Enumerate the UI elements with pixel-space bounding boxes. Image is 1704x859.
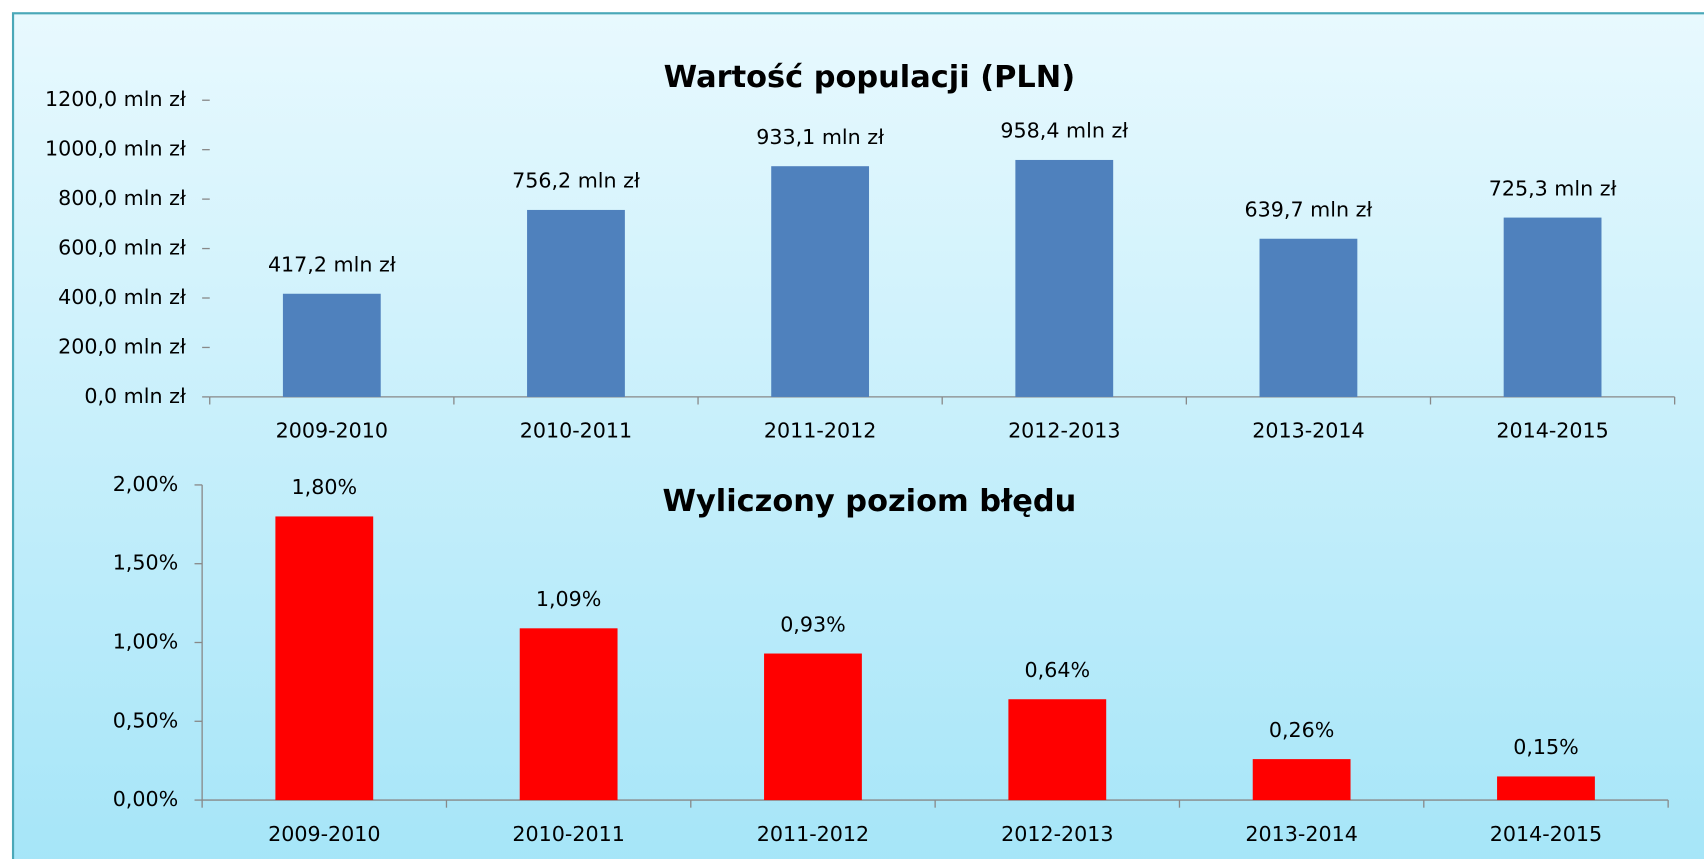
y-tick-label: 600,0 mln zł <box>58 236 186 260</box>
y-tick-label: 800,0 mln zł <box>58 186 186 210</box>
data-label: 1,80% <box>292 475 358 499</box>
x-tick-label: 2010-2011 <box>520 419 632 443</box>
data-label: 0,93% <box>780 612 846 636</box>
bar <box>1503 217 1602 397</box>
data-label: 0,15% <box>1513 735 1579 759</box>
bar <box>764 653 862 801</box>
x-tick-label: 2009-2010 <box>276 419 388 443</box>
bar <box>1497 776 1595 801</box>
x-tick-label: 2014-2015 <box>1490 822 1602 846</box>
bar <box>1015 159 1114 397</box>
bar <box>519 628 618 801</box>
y-tick-label: 1000,0 mln zł <box>45 137 186 161</box>
bar <box>282 293 381 397</box>
data-label: 639,7 mln zł <box>1245 197 1373 221</box>
x-tick-label: 2011-2012 <box>757 822 869 846</box>
y-tick-label: 0,00% <box>113 787 179 811</box>
bar <box>275 516 374 801</box>
x-tick-label: 2012-2013 <box>1008 419 1120 443</box>
x-tick-label: 2010-2011 <box>512 822 624 846</box>
x-tick-label: 2014-2015 <box>1496 419 1608 443</box>
data-label: 0,26% <box>1269 718 1335 742</box>
data-label: 0,64% <box>1025 658 1091 682</box>
data-label: 1,09% <box>536 587 602 611</box>
data-label: 958,4 mln zł <box>1000 119 1128 143</box>
bar <box>527 209 625 397</box>
y-tick-label: 0,50% <box>113 708 179 732</box>
bar <box>1008 699 1107 801</box>
data-label: 756,2 mln zł <box>512 169 640 193</box>
y-tick-label: 2,00% <box>113 472 179 496</box>
data-label: 725,3 mln zł <box>1489 176 1617 200</box>
x-tick-label: 2013-2014 <box>1252 419 1364 443</box>
y-tick-label: 1,50% <box>113 551 179 575</box>
bar <box>1259 238 1358 397</box>
y-tick-label: 400,0 mln zł <box>58 285 186 309</box>
data-label: 417,2 mln zł <box>268 252 396 276</box>
y-tick-label: 0,0 mln zł <box>84 384 186 408</box>
x-tick-label: 2009-2010 <box>268 822 380 846</box>
chart-title: Wyliczony poziom błędu <box>662 484 1076 519</box>
x-tick-label: 2013-2014 <box>1245 822 1357 846</box>
bar <box>771 166 870 397</box>
y-tick-label: 1,00% <box>113 630 179 654</box>
data-label: 933,1 mln zł <box>756 125 884 149</box>
x-tick-label: 2011-2012 <box>764 419 876 443</box>
bar <box>1252 759 1351 801</box>
y-tick-label: 1200,0 mln zł <box>45 87 186 111</box>
chart-title: Wartość populacji (PLN) <box>664 60 1075 95</box>
y-tick-label: 200,0 mln zł <box>58 334 186 358</box>
x-tick-label: 2012-2013 <box>1001 822 1113 846</box>
